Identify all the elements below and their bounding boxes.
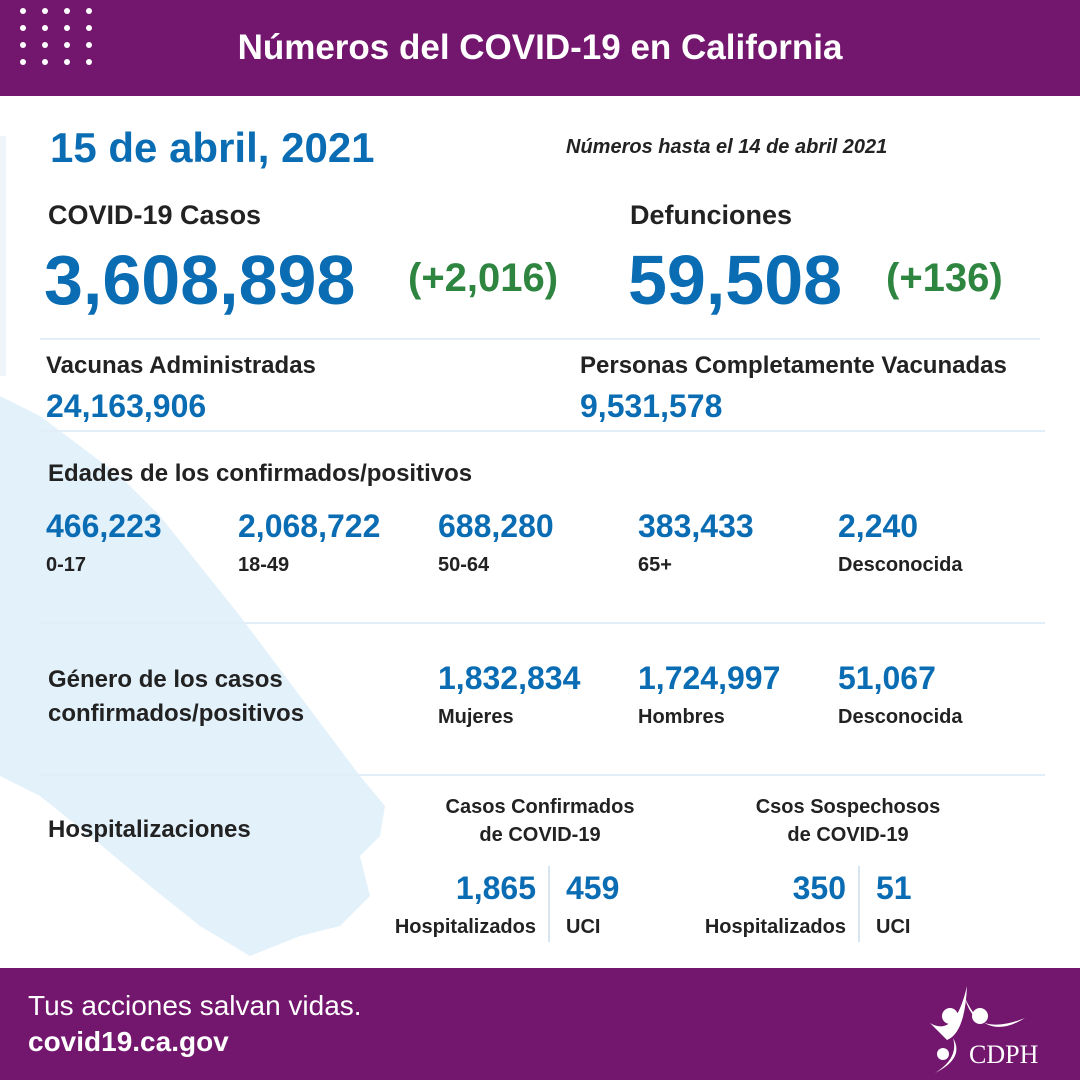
suspected-hosp-label: Hospitalizados xyxy=(704,916,846,938)
cdph-logo: CDPH xyxy=(930,986,1039,1073)
confirmed-title-line1: Casos Confirmados xyxy=(445,796,635,818)
age-value: 383,433 xyxy=(638,508,754,544)
deaths-value: 59,508 xyxy=(628,241,843,319)
vaccines-label: Vacunas Administradas xyxy=(46,352,316,379)
suspected-hosp-value: 350 xyxy=(792,870,846,906)
deaths-change: (+136) xyxy=(886,256,1003,300)
divider xyxy=(40,774,1045,776)
deaths-label: Defunciones xyxy=(630,200,793,230)
divider xyxy=(40,622,1045,624)
confirmed-hosp-value: 1,865 xyxy=(455,870,536,906)
age-value: 688,280 xyxy=(438,508,554,544)
footer-tagline: Tus acciones salvan vidas. xyxy=(28,990,362,1021)
divider xyxy=(40,338,1040,340)
gender-value: 1,832,834 xyxy=(438,660,581,696)
age-value: 2,240 xyxy=(838,508,919,544)
confirmed-hosp-label: Hospitalizados xyxy=(394,916,536,938)
page-title: Números del COVID-19 en California xyxy=(237,28,843,67)
svg-text:CDPH: CDPH xyxy=(969,1040,1039,1069)
confirmed-title-line2: de COVID-19 xyxy=(479,824,601,846)
vaccines-value: 24,163,906 xyxy=(46,388,207,424)
fully-vaccinated-label: Personas Completamente Vacunadas xyxy=(580,352,1007,379)
california-map-background xyxy=(0,136,385,956)
ages-title: Edades de los confirmados/positivos xyxy=(48,460,473,487)
dots-decoration xyxy=(20,8,108,65)
suspected-title-line1: Csos Sospechosos xyxy=(755,796,941,818)
footer-banner: Tus acciones salvan vidas. covid19.ca.go… xyxy=(0,968,1080,1080)
gender-label: Hombres xyxy=(638,706,725,728)
confirmed-icu-value: 459 xyxy=(566,870,620,906)
gender-title-line1: Género de los casos xyxy=(48,666,283,693)
suspected-icu-value: 51 xyxy=(876,870,912,906)
divider xyxy=(40,430,1045,432)
gender-title-line2: confirmados/positivos xyxy=(48,700,305,727)
gender-label: Mujeres xyxy=(438,706,514,728)
age-label: Desconocida xyxy=(838,554,963,576)
cases-value: 3,608,898 xyxy=(44,241,356,319)
divider xyxy=(858,866,860,942)
confirmed-icu-label: UCI xyxy=(566,916,601,938)
divider xyxy=(548,866,550,942)
suspected-title-line2: de COVID-19 xyxy=(787,824,909,846)
footer-url[interactable]: covid19.ca.gov xyxy=(28,1026,229,1057)
fully-vaccinated-value: 9,531,578 xyxy=(580,388,723,424)
age-label: 65+ xyxy=(638,554,672,576)
age-value: 466,223 xyxy=(46,508,162,544)
cases-change: (+2,016) xyxy=(408,256,559,300)
as-of-note: Números hasta el 14 de abril 2021 xyxy=(566,136,888,158)
header-banner: Números del COVID-19 en California xyxy=(0,0,1080,96)
gender-label: Desconocida xyxy=(838,706,963,728)
age-label: 0-17 xyxy=(46,554,87,576)
age-label: 50-64 xyxy=(438,554,490,576)
gender-value: 1,724,997 xyxy=(638,660,781,696)
report-date: 15 de abril, 2021 xyxy=(50,124,375,171)
suspected-icu-label: UCI xyxy=(876,916,911,938)
gender-value: 51,067 xyxy=(838,660,936,696)
cases-label: COVID-19 Casos xyxy=(48,200,262,230)
age-value: 2,068,722 xyxy=(238,508,381,544)
hospitalizations-title: Hospitalizaciones xyxy=(48,816,251,843)
age-label: 18-49 xyxy=(238,554,290,576)
